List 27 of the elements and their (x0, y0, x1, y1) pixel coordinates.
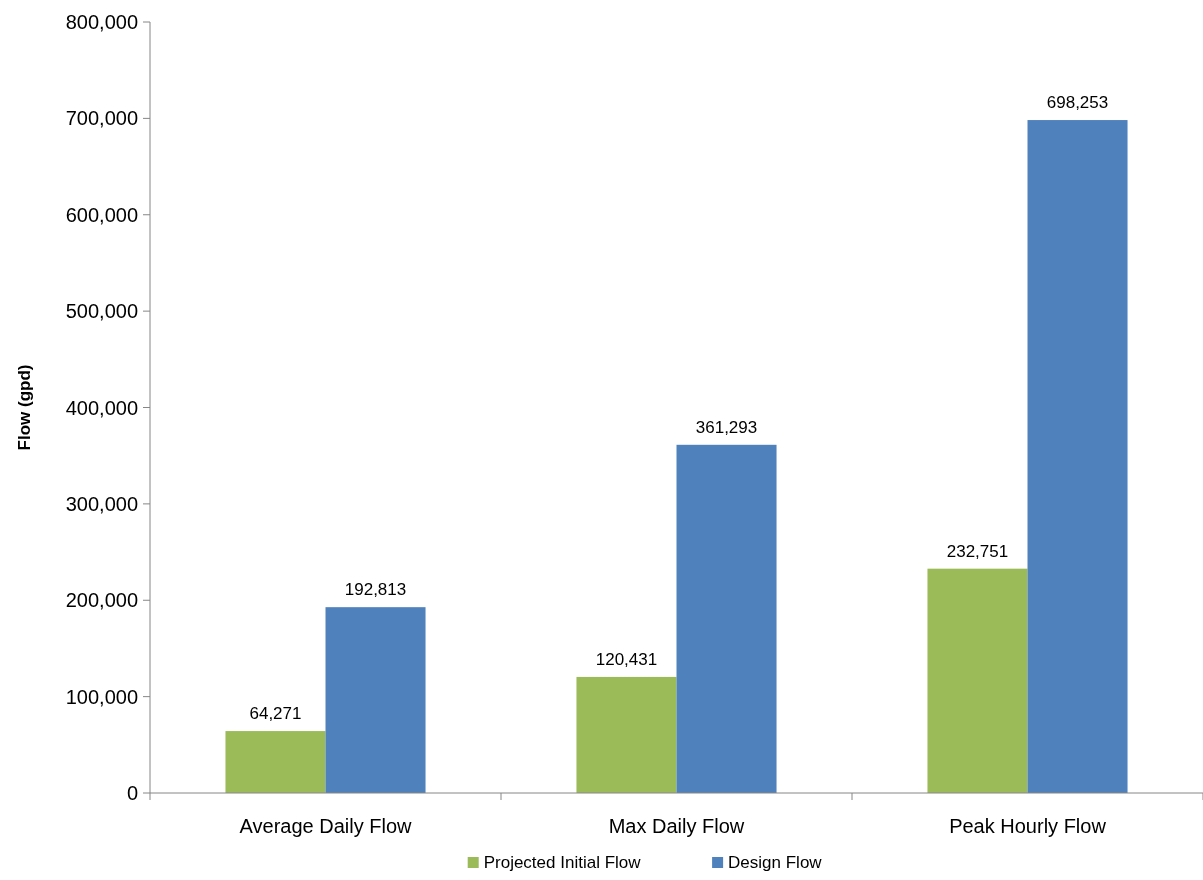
bar (1027, 120, 1128, 793)
text: 64,271 (249, 704, 302, 724)
x-tick-label: Max Daily Flow (608, 815, 745, 837)
bar (676, 444, 777, 793)
legend-label: Projected Initial Flow (483, 853, 642, 872)
bar (225, 731, 326, 793)
x-tick-label: Average Daily Flow (239, 815, 413, 837)
y-tick-label: 400,000 (65, 396, 138, 419)
y-tick-label: 700,000 (65, 107, 138, 130)
bar (325, 607, 426, 793)
bar (576, 676, 677, 793)
text: 192,813 (344, 580, 407, 600)
y-tick-label: 0 (126, 782, 138, 804)
y-tick-label: 100,000 (65, 685, 138, 708)
text: 361,293 (695, 417, 758, 437)
legend-label: Design Flow (728, 853, 823, 872)
y-tick-label: 800,000 (65, 11, 138, 33)
y-tick-label: 600,000 (65, 203, 138, 226)
text: 120,431 (595, 649, 658, 669)
y-tick-label: 500,000 (65, 300, 138, 323)
bar (927, 568, 1028, 793)
y-tick-label: 300,000 (65, 492, 138, 515)
text: 698,253 (1046, 93, 1109, 113)
y-axis-title: Flow (gpd) (15, 364, 34, 451)
y-tick-label: 200,000 (65, 589, 138, 612)
text: 232,751 (946, 541, 1009, 561)
x-tick-label: Peak Hourly Flow (949, 815, 1107, 837)
